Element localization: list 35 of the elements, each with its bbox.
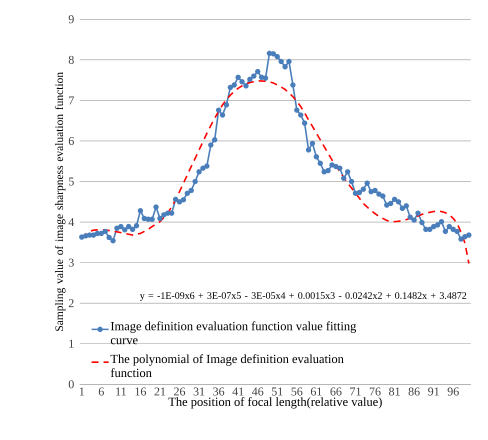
- x-tick-label: 26: [174, 387, 186, 396]
- x-tick-label: 66: [330, 387, 342, 396]
- x-tick-label: 71: [350, 387, 361, 396]
- x-tick-label: 86: [408, 387, 420, 396]
- x-tick-label: 81: [389, 387, 400, 396]
- x-tick-label: 46: [252, 387, 264, 396]
- y-tick-label: 9: [68, 15, 74, 24]
- y-tick-label: 3: [68, 258, 74, 267]
- y-tick-label: 5: [68, 178, 74, 186]
- y-tick-label: 4: [68, 218, 74, 226]
- y-tick-label: 0: [68, 380, 74, 388]
- y-axis-title: Sampling value of image sharpness evaluation function: [54, 72, 66, 331]
- x-axis-title: The position of focal length(relative value): [168, 397, 382, 409]
- y-tick-label: 6: [68, 136, 74, 145]
- x-tick-label: 1: [80, 387, 84, 396]
- x-tick-label: 41: [232, 387, 244, 396]
- y-tick-label: 2: [68, 299, 74, 308]
- annotation: y = -1E-09x6 + 3E-07x5 - 3E-05x4 + 0.0015x3 - 0.0242x2 + 0.1482x + 3.4872: [140, 292, 466, 301]
- x-tick-label: 91: [428, 387, 439, 396]
- y-tick-label: 7: [69, 96, 74, 104]
- x-tick-label: 11: [116, 387, 126, 396]
- x-tick-label: 56: [292, 387, 302, 396]
- x-tick-label: 16: [135, 387, 146, 396]
- y-tick-label: 8: [68, 56, 74, 64]
- x-tick-label: 51: [272, 387, 283, 396]
- y-tick-label: 1: [69, 340, 74, 348]
- x-tick-label: 96: [448, 387, 459, 396]
- x-tick-label: 6: [98, 387, 104, 396]
- legend-label: The polynomial of Image definition evaluation function: [110, 354, 344, 378]
- x-tick-label: 31: [194, 387, 204, 396]
- x-tick-label: 21: [154, 387, 166, 396]
- x-tick-label: 36: [213, 387, 224, 396]
- x-tick-label: 61: [310, 387, 322, 396]
- x-tick-label: 76: [370, 387, 381, 396]
- legend-label: Image definition evaluation function value fitting curve: [110, 321, 356, 344]
